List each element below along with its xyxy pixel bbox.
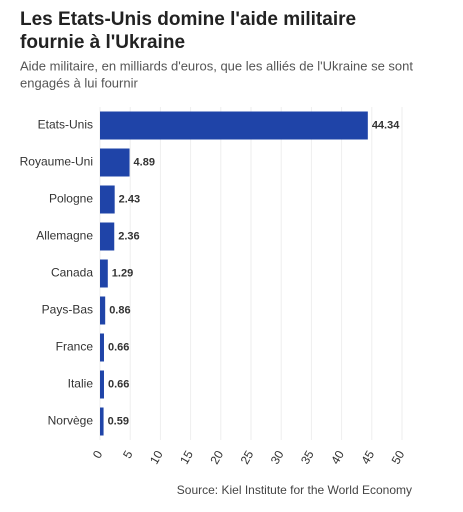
x-tick-label: 0 xyxy=(90,448,106,461)
x-tick-label: 10 xyxy=(147,448,166,467)
bar xyxy=(100,111,368,140)
value-label: 2.36 xyxy=(118,230,139,242)
x-tick-label: 30 xyxy=(268,448,287,467)
y-tick-label: Norvège xyxy=(48,414,94,428)
bar xyxy=(100,333,104,362)
bar xyxy=(100,407,104,436)
bar xyxy=(100,222,115,251)
y-tick-label: Canada xyxy=(51,266,93,280)
bar xyxy=(100,185,115,214)
bar xyxy=(100,259,108,288)
y-tick-label: Etats-Unis xyxy=(38,118,93,132)
y-tick-label: Italie xyxy=(68,377,94,391)
x-tick-label: 40 xyxy=(328,448,347,467)
bar xyxy=(100,370,104,399)
y-tick-label: France xyxy=(56,340,94,354)
value-label: 0.66 xyxy=(108,341,129,353)
x-tick-label: 15 xyxy=(177,448,196,467)
chart-subtitle: Aide militaire, en milliards d'euros, qu… xyxy=(20,58,413,73)
x-tick-label: 35 xyxy=(298,448,317,467)
x-tick-label: 25 xyxy=(238,448,257,467)
x-tick-label: 5 xyxy=(120,448,136,461)
value-label: 0.66 xyxy=(108,378,129,390)
bar xyxy=(100,296,106,325)
x-tick-label: 45 xyxy=(358,448,377,467)
value-label: 1.29 xyxy=(112,267,133,279)
y-tick-label: Royaume-Uni xyxy=(20,155,93,169)
x-tick-label: 20 xyxy=(207,448,226,467)
value-label: 2.43 xyxy=(119,193,140,205)
value-label: 4.89 xyxy=(134,156,155,168)
value-label: 0.86 xyxy=(109,304,130,316)
y-tick-label: Pays-Bas xyxy=(42,303,93,317)
chart-title: fournie à l'Ukraine xyxy=(20,32,185,53)
y-tick-label: Allemagne xyxy=(36,229,93,243)
source: Source: Kiel Institute for the World Eco… xyxy=(177,483,412,497)
chart-subtitle: engagés à lui fournir xyxy=(20,75,138,90)
chart-title: Les Etats-Unis domine l'aide militaire xyxy=(20,9,356,30)
bar xyxy=(100,148,130,177)
value-label: 0.59 xyxy=(108,415,129,427)
x-tick-label: 50 xyxy=(389,448,408,467)
value-label: 44.34 xyxy=(372,119,400,131)
y-tick-label: Pologne xyxy=(49,192,93,206)
